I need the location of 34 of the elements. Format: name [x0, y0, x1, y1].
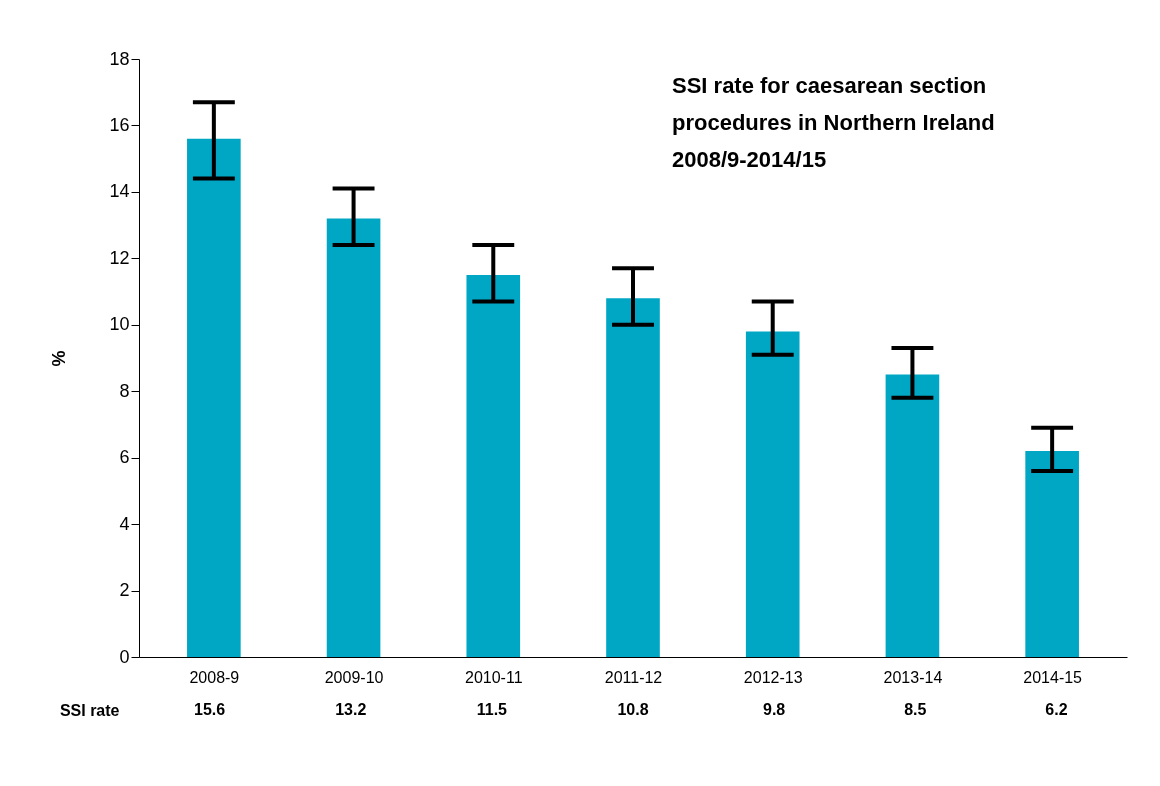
bar — [606, 298, 660, 657]
y-tick-label: 16 — [109, 114, 130, 135]
bar — [187, 138, 241, 657]
bar — [466, 274, 521, 657]
bar — [1025, 451, 1079, 657]
text: SSI rate — [59, 701, 120, 719]
data-label: 10.8 — [617, 701, 649, 718]
x-tick-label: 2011-12 — [604, 668, 663, 686]
y-tick-label: 18 — [109, 48, 130, 69]
x-tick-label: 2008-9 — [189, 668, 240, 686]
y-tick-label: 0 — [119, 646, 130, 667]
y-tick-label: 10 — [109, 314, 130, 335]
bar — [326, 218, 381, 657]
x-tick-label: 2012-13 — [743, 668, 803, 686]
x-tick-label: 2010-11 — [465, 668, 523, 686]
data-label: 15.6 — [194, 701, 226, 718]
data-label: 11.5 — [476, 701, 508, 718]
data-label: 13.2 — [335, 701, 367, 718]
x-tick-label: 2009-10 — [324, 668, 384, 686]
x-tick-label: 2013-14 — [883, 668, 943, 686]
x-tick-label: 2014-15 — [1023, 668, 1083, 686]
y-tick-label: 2 — [119, 580, 130, 601]
data-label: 8.5 — [904, 701, 927, 718]
y-tick-label: 6 — [119, 447, 130, 468]
y-tick-label: 14 — [109, 181, 130, 202]
text: SSI rate for caesarean section procedures in Northern Ireland 2008/9-2014/15 — [672, 73, 995, 172]
y-tick-label: 4 — [119, 513, 130, 534]
data-label: 9.8 — [763, 701, 786, 718]
y-tick-label: 12 — [109, 247, 130, 268]
bar — [885, 374, 940, 657]
data-label: 6.2 — [1045, 701, 1068, 718]
y-tick-label: 8 — [119, 380, 130, 401]
bar — [745, 331, 800, 657]
y-axis-title: % — [49, 350, 70, 367]
